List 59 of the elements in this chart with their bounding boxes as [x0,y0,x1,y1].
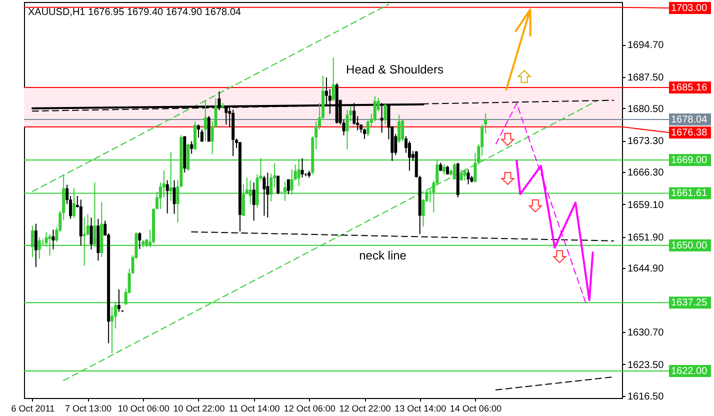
x-tick-label: 11 Oct 14:00 [228,404,280,414]
ref-line-label: 1676.38 [671,127,708,138]
candlestick [52,229,55,250]
candlestick [363,128,366,140]
ref-line-label: 1637.25 [671,298,708,309]
candlestick [286,178,290,195]
chart-title: XAUUSD,H1 1676.95 1679.40 1674.90 1678.04 [28,7,242,18]
x-tick-label: 13 Oct 14:00 [394,404,446,414]
candlestick [460,168,463,182]
y-tick-label: 1651.90 [628,232,664,244]
x-tick-label: 10 Oct 22:00 [173,404,225,414]
candlestick [332,57,335,102]
x-tick-label: 12 Oct 22:00 [339,404,391,414]
x-tick-label: 7 Oct 13:00 [65,404,112,414]
ref-line-label: 1703.00 [671,3,708,14]
x-tick-label: 14 Oct 06:00 [450,404,502,414]
candlestick [466,168,470,185]
candlestick [300,158,304,178]
y-tick-label: 1616.50 [628,391,664,402]
ref-line-label: 1669.00 [671,155,708,166]
ref-line-label: 1622.00 [671,366,708,378]
ref-line-label: 1661.61 [671,188,708,200]
y-tick-label: 1687.50 [628,72,664,84]
ref-line-label: 1685.16 [671,82,708,94]
y-tick-label: 1673.30 [628,136,664,148]
y-tick-label: 1680.50 [628,104,664,115]
candlestick [166,180,169,214]
x-tick-label: 6 Oct 2011 [11,404,55,414]
candlestick [117,288,120,312]
candlestick [252,182,256,222]
candlestick [262,175,266,216]
candlestick [442,164,446,175]
candlestick [90,217,93,250]
candlestick [196,124,200,138]
candlestick [190,140,194,154]
candlestick [276,175,280,195]
candlestick [138,232,142,250]
ref-line-label: 1650.00 [671,240,708,252]
y-tick-label: 1666.30 [628,168,664,179]
y-tick-label: 1659.10 [628,200,664,211]
ref-line-label: 1678.04 [671,114,708,126]
candlestick [398,114,401,144]
x-tick-label: 10 Oct 06:00 [118,404,170,414]
candlestick [452,162,456,180]
candlestick [384,102,387,126]
candlestick [463,168,466,182]
candlestick [34,223,38,268]
annotation: Head & Shoulders [346,62,444,76]
candlestick [204,99,207,142]
annotation: neck line [359,248,407,262]
y-tick-label: 1694.70 [628,40,664,52]
y-tick-label: 1630.70 [628,328,664,338]
candlestick [266,172,270,218]
x-tick-label: 12 Oct 06:00 [284,404,336,414]
y-tick-label: 1623.50 [628,360,664,371]
candlestick [346,109,349,150]
candlestick [110,306,114,354]
y-tick-label: 1644.90 [628,264,664,275]
candlestick [172,180,176,214]
